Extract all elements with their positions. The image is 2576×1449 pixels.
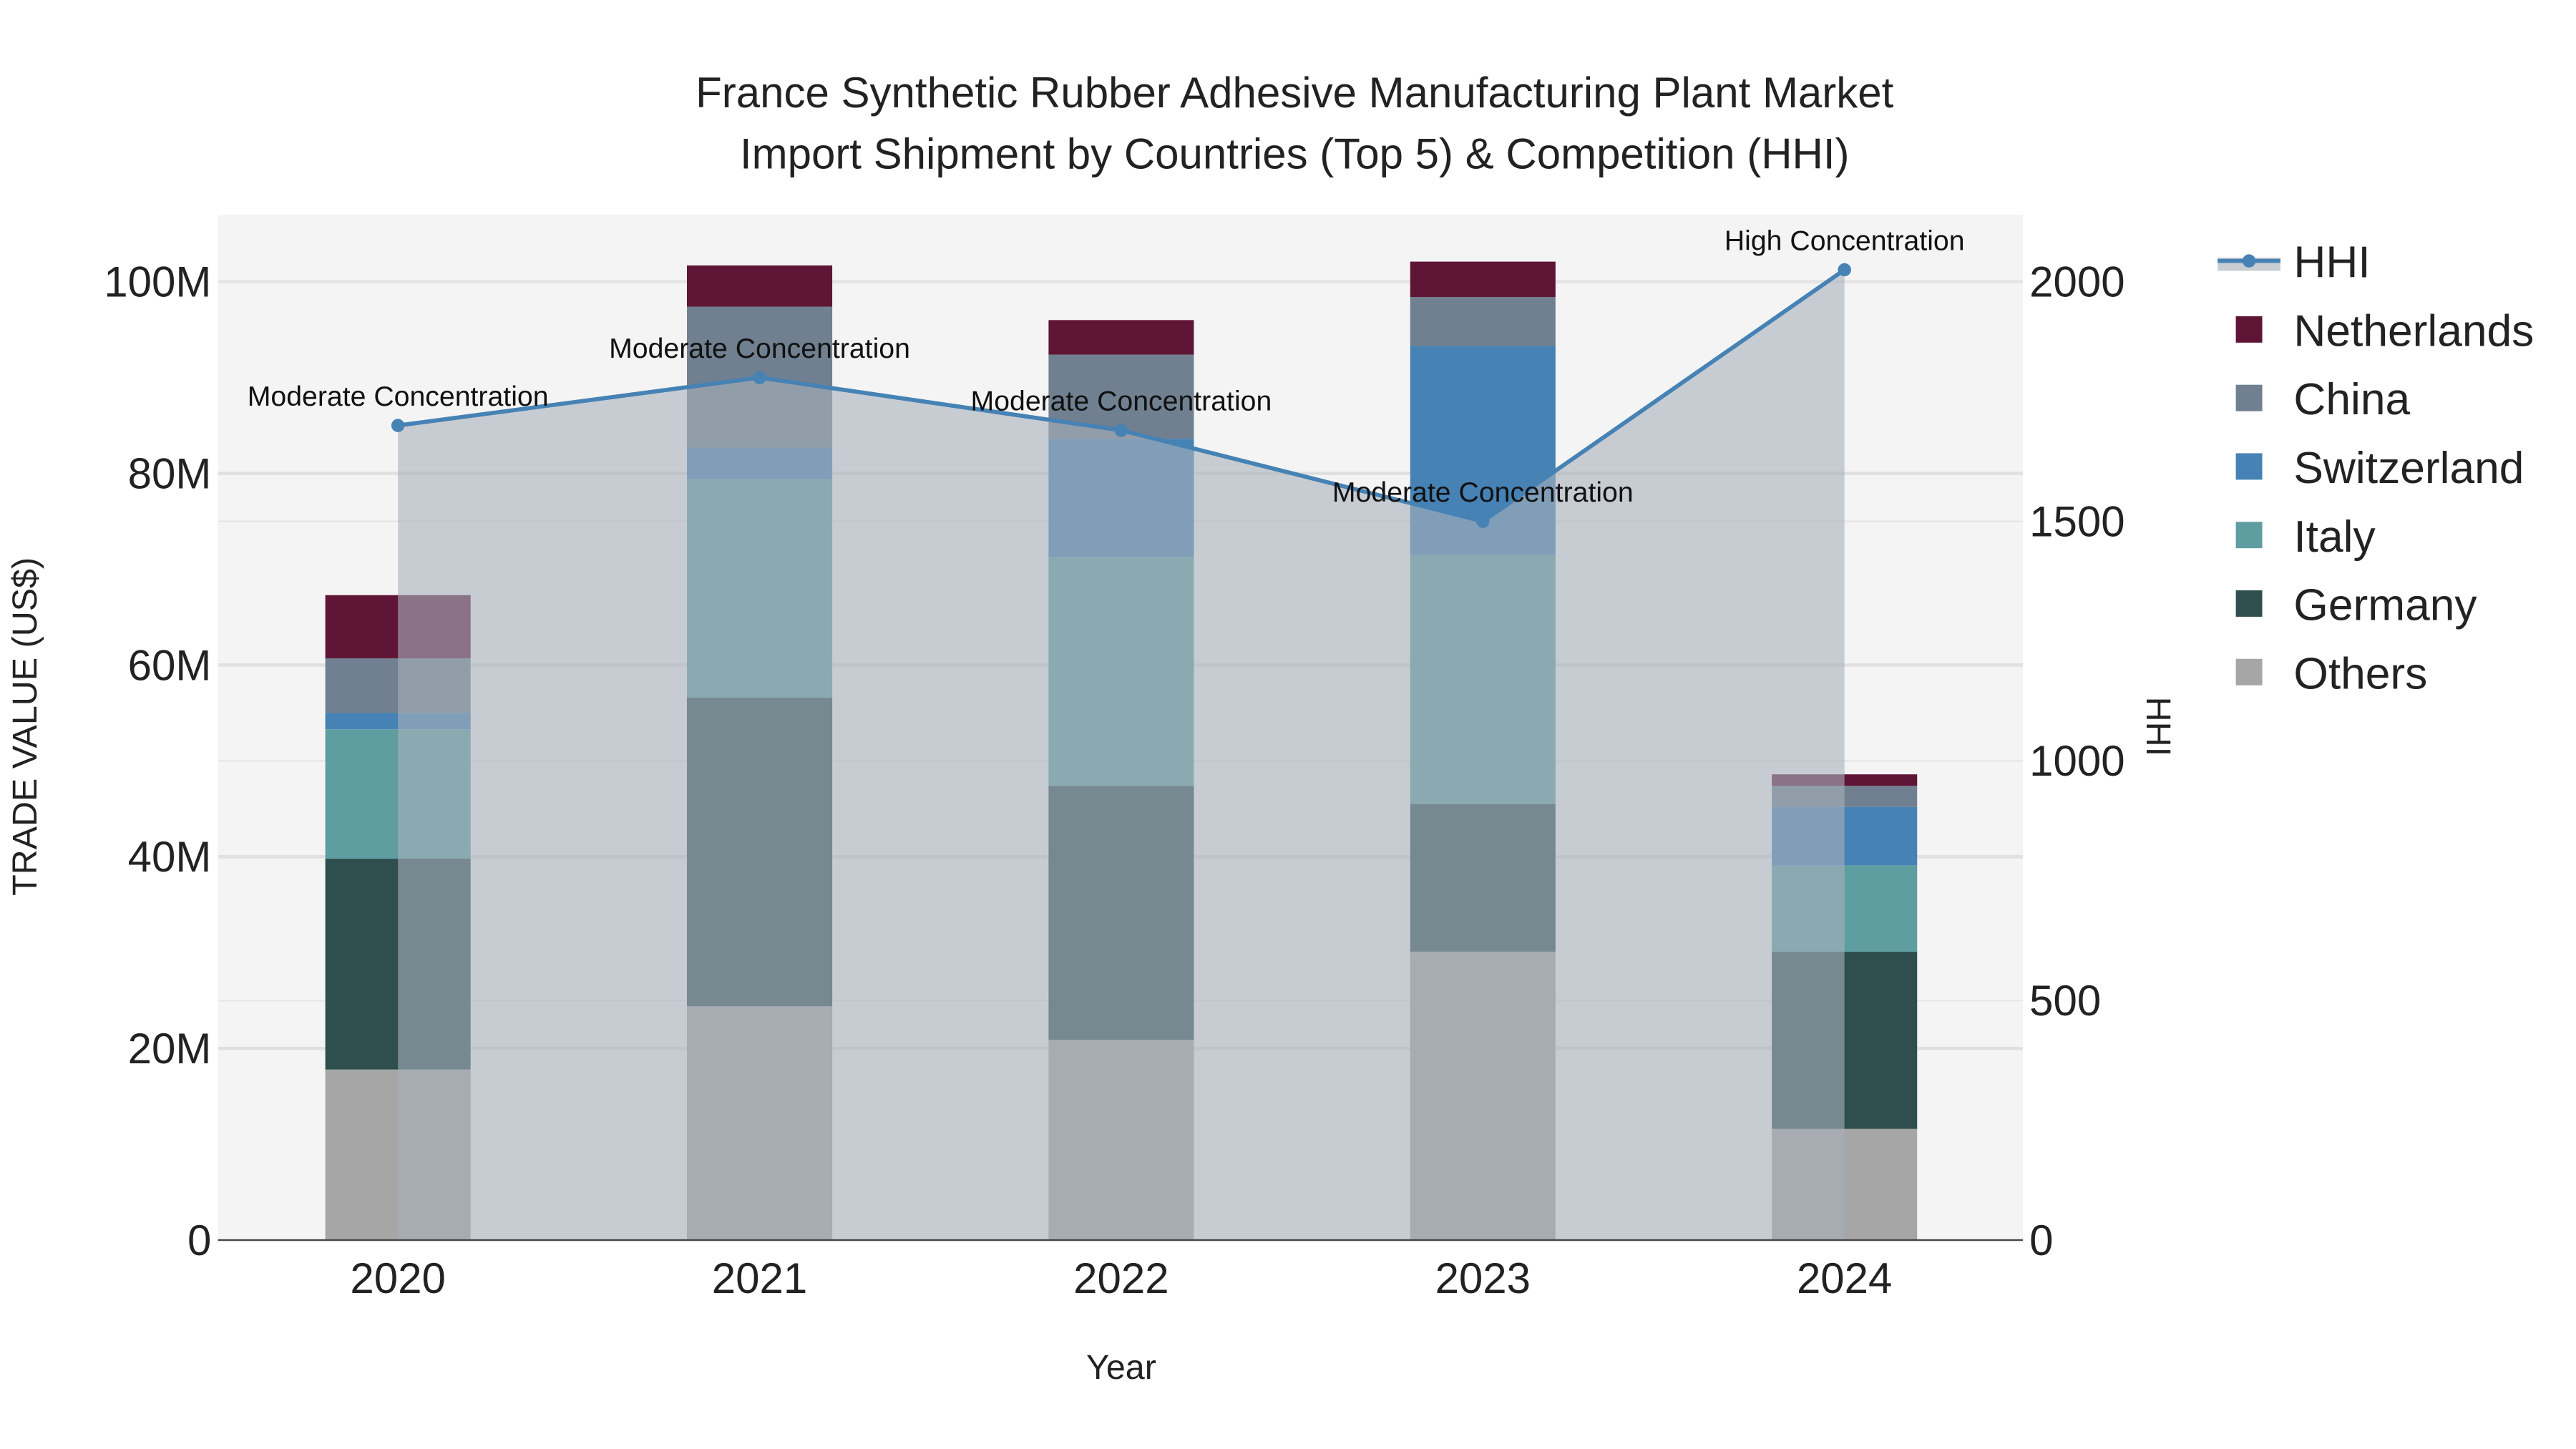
legend-label: Italy [2293,512,2376,562]
legend-label: Switzerland [2293,444,2524,493]
legend-swatch-germany [2235,590,2263,617]
legend-swatch-netherlands [2235,316,2263,343]
bar-china-2023 [1410,297,1556,346]
axis-ticks: 0 20M 40M 60M 80M 100M 0 500 1000 1500 2000 2020 202… [104,258,2124,1302]
legend-label: Netherlands [2293,306,2534,356]
bar-netherlands-2021 [687,265,833,307]
y-tick-label: 100M [104,258,211,306]
hhi-point-2021 [753,371,766,384]
legend-label: Others [2293,649,2427,698]
hhi-point-2020 [391,419,405,432]
chart-title-line2: Import Shipment by Countries (Top 5) & C… [740,130,1850,177]
y-tick-label: 60M [128,641,212,689]
y-tick-label: 0 [187,1216,211,1264]
x-tick-label: 2024 [1797,1254,1892,1302]
legend-label: Germany [2293,581,2477,630]
hhi-area [398,270,1845,1241]
hhi-annotation: High Concentration [1724,225,1965,256]
legend-label: China [2293,375,2410,424]
hhi-annotation: Moderate Concentration [609,333,910,364]
y2-axis-title: HHI [2139,697,2177,756]
y-tick-label: 40M [128,833,212,881]
bar-netherlands-2023 [1410,261,1556,298]
legend-swatch-italy [2235,522,2263,549]
hhi-annotation: Moderate Concentration [1332,477,1634,508]
hhi-annotation: Moderate Concentration [248,381,549,412]
hhi-annotation: Moderate Concentration [971,386,1272,417]
hhi-point-2024 [1838,263,1851,277]
y-tick-label: 80M [128,449,212,497]
y2-tick-label: 2000 [2029,258,2124,306]
hhi-line: Moderate Concentration Moderate Concentra… [248,225,1965,528]
hhi-point-2023 [1476,514,1490,528]
x-tick-label: 2023 [1435,1254,1531,1302]
x-tick-label: 2020 [350,1254,445,1302]
y2-tick-label: 0 [2029,1216,2053,1264]
y2-tick-label: 1000 [2029,737,2124,785]
hhi-point-2022 [1114,424,1128,437]
legend-swatch-china [2235,384,2263,411]
x-tick-label: 2022 [1073,1254,1169,1302]
bar-netherlands-2022 [1048,320,1194,355]
legend-hhi-marker [2242,254,2256,268]
chart-title-line1: France Synthetic Rubber Adhesive Manufac… [696,69,1894,117]
legend-swatch-switzerland [2235,453,2263,480]
legend-swatch-others [2235,658,2263,686]
y2-tick-label: 500 [2029,977,2101,1025]
y-tick-label: 20M [128,1025,212,1073]
y-axis-title: TRADE VALUE (US$) [6,557,44,896]
y2-tick-label: 1500 [2029,497,2124,545]
legend: HHI Netherlands China Switzerland Italy Germa… [2218,238,2534,698]
x-tick-label: 2021 [712,1254,807,1302]
legend-label: HHI [2293,238,2370,288]
x-axis-title: Year [1086,1348,1156,1387]
hhi-area-fill [398,270,1845,1241]
